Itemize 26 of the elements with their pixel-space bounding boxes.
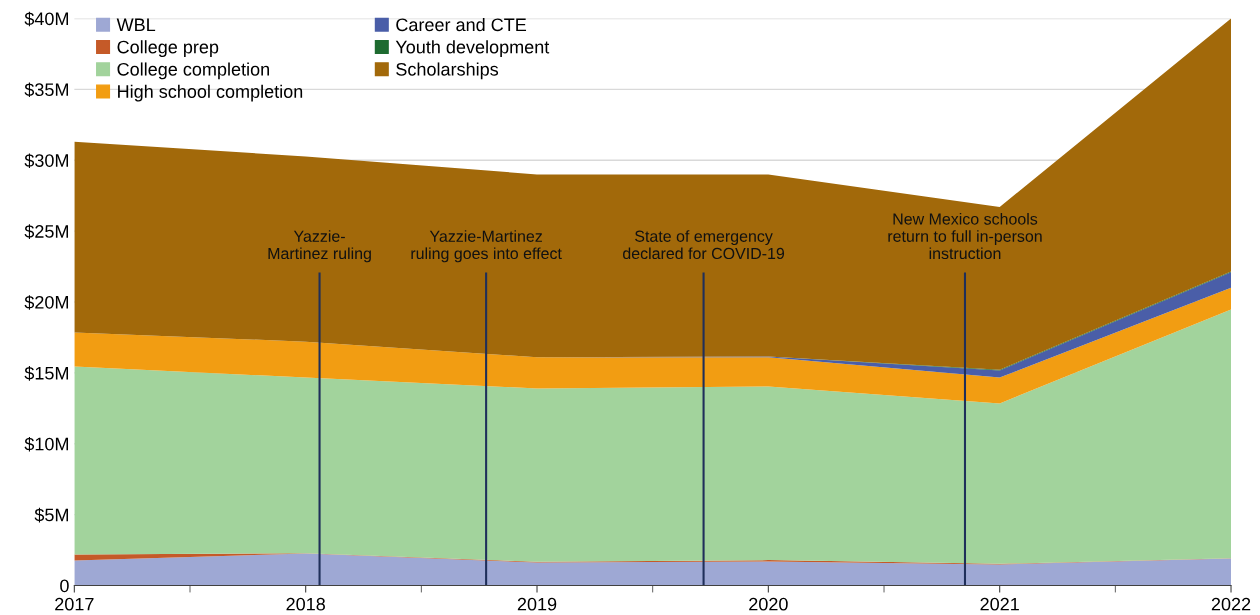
legend-label: Scholarships — [396, 62, 499, 80]
x-tick-label: 2022 — [1211, 597, 1251, 611]
legend-label: Youth development — [395, 40, 550, 58]
x-tick-label: 2019 — [517, 597, 557, 611]
legend-label: WBL — [116, 18, 156, 32]
y-tick-label: $25M — [24, 224, 68, 239]
y-tick-label: $35M — [24, 82, 68, 98]
x-tick-label: 2021 — [980, 597, 1019, 611]
y-tick-label: 0 — [60, 579, 69, 593]
y-tick-label: $20M — [24, 295, 68, 310]
ref-line-label: State of emergency declared for COVID-19 — [623, 230, 785, 260]
y-tick-label: $15M — [24, 366, 68, 381]
legend-label: College prep — [117, 40, 219, 58]
legend-label: High school completion — [118, 84, 303, 102]
x-tick-label: 2017 — [55, 597, 94, 611]
y-tick-label: $5M — [34, 507, 68, 523]
x-tick-label: 2020 — [749, 597, 788, 611]
x-tick-label: 2018 — [286, 597, 325, 611]
ref-line-label: New Mexico schools return to full in-person instruction — [888, 212, 1042, 260]
y-tick-label: $10M — [24, 436, 68, 452]
legend-label: College completion — [117, 62, 269, 80]
y-tick-label: $30M — [24, 153, 68, 168]
y-tick-label: $40M — [24, 11, 68, 27]
legend-label: Career and CTE — [396, 17, 527, 32]
ref-line-label: Yazzie-Martinez ruling goes into effect — [411, 230, 562, 263]
ref-line-label: Yazzie- Martinez ruling — [268, 230, 371, 263]
